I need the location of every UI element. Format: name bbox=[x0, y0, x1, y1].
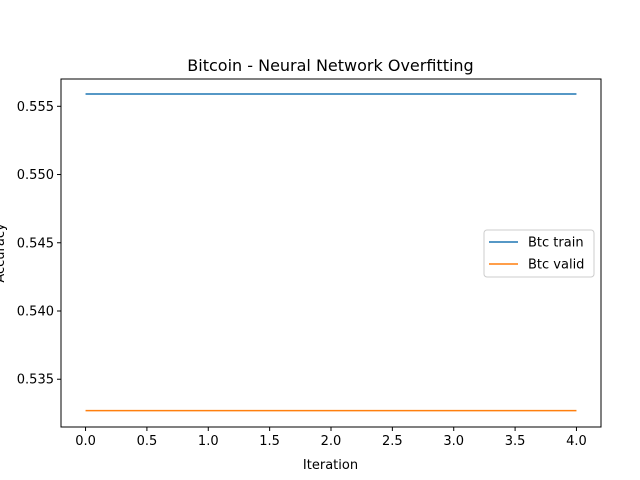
x-tick-label: 0.5 bbox=[137, 434, 158, 449]
y-tick-label: 0.555 bbox=[17, 100, 54, 115]
x-tick-label: 4.0 bbox=[566, 434, 587, 449]
legend-label-0: Btc train bbox=[528, 236, 584, 251]
y-tick-label: 0.545 bbox=[17, 236, 54, 251]
y-tick-label: 0.535 bbox=[17, 373, 54, 388]
x-tick-label: 3.5 bbox=[505, 434, 526, 449]
x-tick-label: 1.0 bbox=[198, 434, 219, 449]
chart-title: Bitcoin - Neural Network Overfitting bbox=[187, 56, 473, 75]
x-tick-label: 2.0 bbox=[321, 434, 342, 449]
y-tick-label: 0.550 bbox=[17, 168, 54, 183]
y-tick-label: 0.540 bbox=[17, 305, 54, 320]
y-axis-title: Accuracy bbox=[0, 223, 8, 283]
x-tick-label: 2.5 bbox=[382, 434, 403, 449]
x-tick-label: 1.5 bbox=[259, 434, 280, 449]
legend-label-1: Btc valid bbox=[528, 258, 584, 273]
x-axis: 0.0 0.5 1.0 1.5 2.0 2.5 3.0 3.5 4.0 bbox=[75, 427, 587, 449]
x-tick-label: 3.0 bbox=[443, 434, 464, 449]
x-tick-label: 0.0 bbox=[75, 434, 96, 449]
legend: Btc train Btc valid bbox=[483, 229, 595, 278]
x-axis-title: Iteration bbox=[303, 458, 358, 473]
y-axis: 0.535 0.540 0.545 0.550 0.555 bbox=[17, 100, 61, 388]
plot-area bbox=[85, 93, 577, 412]
